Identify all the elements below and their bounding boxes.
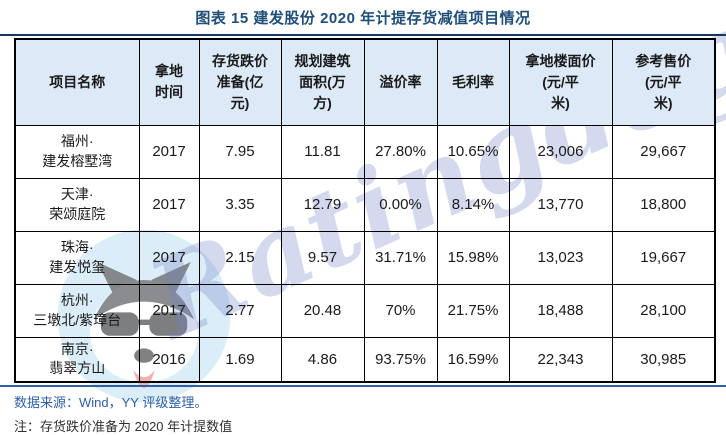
cell-project: 天津· 荣颂庭院 xyxy=(14,177,140,232)
cell-land-year: 2017 xyxy=(138,283,200,338)
cell-project: 杭州· 三墩北/紫璋台 xyxy=(14,283,140,338)
bottom-divider xyxy=(0,385,726,387)
cell-gross-margin: 8.14% xyxy=(436,177,510,232)
cell-premium-rate: 31.71% xyxy=(363,230,438,285)
cell-land-year: 2017 xyxy=(138,124,200,179)
cell-floor-price: 13,023 xyxy=(508,230,613,285)
cell-ref-price: 28,100 xyxy=(611,283,716,338)
page-title: 图表 15 建发股份 2020 年计提存货减值项目情况 xyxy=(195,10,531,27)
cell-land-year: 2016 xyxy=(138,336,200,383)
cell-premium-rate: 70% xyxy=(363,283,438,338)
table-row: 南京· 翡翠方山 2016 1.69 4.86 93.75% 16.59% 22… xyxy=(14,336,716,383)
header-cell-gross-margin: 毛利率 xyxy=(436,38,510,126)
cell-ref-price: 19,667 xyxy=(611,230,716,285)
cell-floor-price: 23,006 xyxy=(508,124,613,179)
cell-premium-rate: 93.75% xyxy=(363,336,438,383)
cell-gross-margin: 16.59% xyxy=(436,336,510,383)
cell-project: 南京· 翡翠方山 xyxy=(14,336,140,383)
cell-project: 福州· 建发榕墅湾 xyxy=(14,124,140,179)
table-container: 项目名称 拿地 时间 存货跌价 准备(亿 元) 规划建筑 面积(万 方) 溢价率… xyxy=(14,38,716,383)
table-row: 珠海· 建发悦玺 2017 2.15 9.57 31.71% 15.98% 13… xyxy=(14,230,716,285)
cell-ref-price: 18,800 xyxy=(611,177,716,232)
footer-source: 数据来源：Wind，YY 评级整理。 xyxy=(14,395,208,410)
cell-gross-margin: 21.75% xyxy=(436,283,510,338)
cell-floor-price: 22,343 xyxy=(508,336,613,383)
cell-ref-price: 30,985 xyxy=(611,336,716,383)
table-row: 杭州· 三墩北/紫璋台 2017 2.77 20.48 70% 21.75% 1… xyxy=(14,283,716,338)
header-cell-land-year: 拿地 时间 xyxy=(138,38,200,126)
header-cell-floor-price: 拿地楼面价 (元/平 米) xyxy=(508,38,613,126)
cell-planned-area: 12.79 xyxy=(280,177,365,232)
footer-note: 注：存货跌价准备为 2020 年计提数值 xyxy=(14,419,233,434)
cell-planned-area: 4.86 xyxy=(280,336,365,383)
cell-impairment: 2.15 xyxy=(198,230,282,285)
cell-planned-area: 11.81 xyxy=(280,124,365,179)
cell-land-year: 2017 xyxy=(138,230,200,285)
title-divider xyxy=(0,34,726,36)
cell-impairment: 7.95 xyxy=(198,124,282,179)
cell-premium-rate: 27.80% xyxy=(363,124,438,179)
cell-project: 珠海· 建发悦玺 xyxy=(14,230,140,285)
header-cell-premium-rate: 溢价率 xyxy=(363,38,438,126)
header-cell-planned-area: 规划建筑 面积(万 方) xyxy=(280,38,365,126)
header-cell-ref-price: 参考售价 (元/平 米) xyxy=(611,38,716,126)
cell-floor-price: 18,488 xyxy=(508,283,613,338)
table-header-row: 项目名称 拿地 时间 存货跌价 准备(亿 元) 规划建筑 面积(万 方) 溢价率… xyxy=(14,38,716,126)
header-cell-project: 项目名称 xyxy=(14,38,140,126)
cell-impairment: 3.35 xyxy=(198,177,282,232)
cell-planned-area: 20.48 xyxy=(280,283,365,338)
cell-ref-price: 29,667 xyxy=(611,124,716,179)
cell-premium-rate: 0.00% xyxy=(363,177,438,232)
cell-gross-margin: 15.98% xyxy=(436,230,510,285)
table-row: 福州· 建发榕墅湾 2017 7.95 11.81 27.80% 10.65% … xyxy=(14,124,716,179)
cell-planned-area: 9.57 xyxy=(280,230,365,285)
cell-impairment: 2.77 xyxy=(198,283,282,338)
table-row: 天津· 荣颂庭院 2017 3.35 12.79 0.00% 8.14% 13,… xyxy=(14,177,716,232)
cell-impairment: 1.69 xyxy=(198,336,282,383)
cell-land-year: 2017 xyxy=(138,177,200,232)
data-table: 项目名称 拿地 时间 存货跌价 准备(亿 元) 规划建筑 面积(万 方) 溢价率… xyxy=(14,38,716,383)
cell-gross-margin: 10.65% xyxy=(436,124,510,179)
cell-floor-price: 13,770 xyxy=(508,177,613,232)
header-cell-impairment: 存货跌价 准备(亿 元) xyxy=(198,38,282,126)
